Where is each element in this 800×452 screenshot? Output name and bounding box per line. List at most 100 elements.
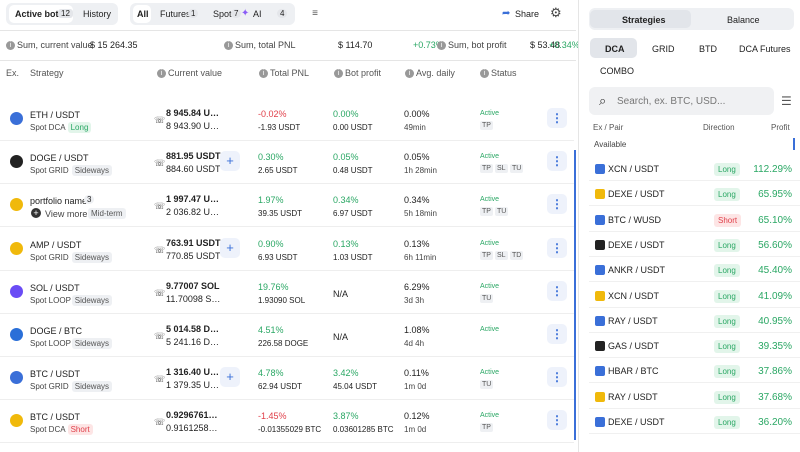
- pair[interactable]: RAY / USDT: [608, 315, 658, 326]
- start-value: 770.85 USDT: [166, 250, 221, 261]
- tab[interactable]: Strategies: [622, 15, 666, 25]
- pair[interactable]: XCN / USDT: [608, 164, 660, 174]
- exchange-icon: [10, 155, 23, 169]
- pair[interactable]: GAS / USDT: [608, 341, 660, 352]
- pair[interactable]: DEXE / USDT: [608, 417, 665, 427]
- flag: TP: [480, 164, 493, 174]
- pair[interactable]: XCN / USDT: [608, 290, 660, 301]
- filter[interactable]: All: [137, 9, 149, 19]
- menu-button[interactable]: ⋮: [547, 280, 567, 301]
- start-value: 11.70098 SOL: [166, 293, 222, 304]
- ai-icon: ✦: [241, 8, 250, 19]
- start-value: 2 036.82 USDT: [166, 207, 222, 218]
- column-header: Current value: [168, 68, 223, 78]
- add-button[interactable]: +: [220, 367, 240, 388]
- subtab[interactable]: GRID: [652, 44, 675, 54]
- pair[interactable]: BTC / WUSD: [608, 214, 661, 225]
- filter-active[interactable]: [133, 5, 151, 23]
- status: Active: [480, 282, 500, 290]
- tab[interactable]: History: [83, 9, 112, 19]
- tab-active[interactable]: [9, 5, 73, 23]
- filters-bg: [130, 3, 295, 25]
- filter[interactable]: Spot: [213, 9, 232, 19]
- tab[interactable]: Balance: [727, 15, 760, 25]
- pair-icon: [595, 341, 605, 352]
- settings[interactable]: ⚙: [550, 5, 562, 20]
- count: 3: [84, 195, 95, 205]
- current-value: 881.95 USDT: [166, 151, 221, 162]
- menu-button[interactable]: ⋮: [547, 194, 567, 215]
- profit-pct: N/A: [333, 332, 349, 342]
- pair[interactable]: RAY / USDT: [608, 391, 658, 402]
- phone-icon: ☏: [154, 158, 166, 169]
- row-divider: [0, 183, 574, 185]
- tag: Sideways: [71, 338, 113, 349]
- pair[interactable]: HBAR / BTC: [608, 366, 659, 377]
- pair-icon: [595, 214, 605, 225]
- pair: AMP / USDT: [30, 239, 82, 250]
- pair[interactable]: ANKR / USDT: [608, 265, 666, 276]
- phone-icon: ☏: [154, 201, 166, 212]
- filter[interactable]: Futures: [160, 9, 191, 19]
- age: 49min: [404, 123, 426, 132]
- age: 1m 0d: [404, 382, 427, 392]
- info-icon: i: [334, 69, 343, 78]
- plus-icon[interactable]: +: [31, 208, 41, 219]
- subtab-active[interactable]: [590, 38, 637, 58]
- flag: SL: [495, 250, 508, 260]
- row-divider: [589, 306, 800, 308]
- tab[interactable]: Active bots: [15, 9, 64, 19]
- flag: TP: [480, 121, 493, 130]
- row-divider: [589, 382, 800, 384]
- menu-button[interactable]: ⋮: [547, 237, 567, 258]
- flag: TU: [480, 293, 494, 303]
- strategy: Spot DCA: [30, 123, 66, 132]
- filter-count: 1: [188, 9, 199, 18]
- direction: Long: [714, 314, 740, 328]
- add-button[interactable]: +: [220, 237, 240, 258]
- current-value: 9.77007 SOL: [166, 280, 220, 291]
- daily: 1.08%: [404, 325, 430, 335]
- summary-value: $ 15 264.35: [90, 40, 138, 50]
- menu-button[interactable]: ⋮: [547, 324, 567, 344]
- pnl: 2.65 USDT: [258, 166, 298, 176]
- menu-button[interactable]: ⋮: [547, 151, 567, 172]
- subtab[interactable]: BTD: [699, 44, 717, 54]
- menu-button[interactable]: ⋮: [547, 367, 567, 388]
- strategies-panel: Strategies Balance DCA GRID BTD DCA Futures CO…: [578, 0, 800, 452]
- current-value: 763.91 USDT: [166, 237, 221, 248]
- pair: BTC / USDT: [30, 412, 81, 423]
- profit: 0.03601285 BTC: [333, 425, 394, 435]
- tab-active[interactable]: [590, 10, 691, 28]
- pair[interactable]: DEXE / USDT: [608, 239, 665, 250]
- row-divider: [589, 180, 800, 181]
- pair-icon: [595, 290, 605, 301]
- add-button[interactable]: +: [220, 151, 240, 172]
- scrollbar: [574, 150, 576, 440]
- profit: 112.29%: [753, 164, 792, 175]
- pair[interactable]: DEXE / USDT: [608, 189, 665, 200]
- flag: TU: [510, 164, 524, 174]
- pair: SOL / USDT: [30, 282, 80, 293]
- current-value: 0.92967610 BTC: [166, 410, 222, 421]
- column-header: Ex / Pair: [593, 123, 624, 132]
- filter[interactable]: AI: [253, 9, 262, 19]
- profit: 56.60%: [758, 239, 792, 251]
- subtab[interactable]: DCA Futures: [739, 44, 791, 54]
- search-box[interactable]: [589, 87, 774, 115]
- flag: TP: [480, 423, 493, 433]
- filter-icon[interactable]: ≡: [312, 8, 318, 19]
- filter-icon[interactable]: ☰: [781, 94, 792, 108]
- age: 5h 18min: [404, 209, 437, 219]
- strategy[interactable]: View more: [45, 209, 88, 220]
- subtab[interactable]: COMBO: [600, 66, 635, 76]
- menu-button[interactable]: ⋮: [547, 108, 567, 128]
- exchange-icon: [10, 198, 23, 212]
- info-icon: i: [6, 41, 15, 50]
- subtab[interactable]: DCA: [605, 44, 625, 54]
- menu-button[interactable]: ⋮: [547, 410, 567, 431]
- strategy: Spot GRID: [30, 252, 69, 262]
- direction: Long: [714, 365, 740, 379]
- exchange-icon: [10, 112, 23, 125]
- summary-label: Sum, current value: [17, 40, 93, 50]
